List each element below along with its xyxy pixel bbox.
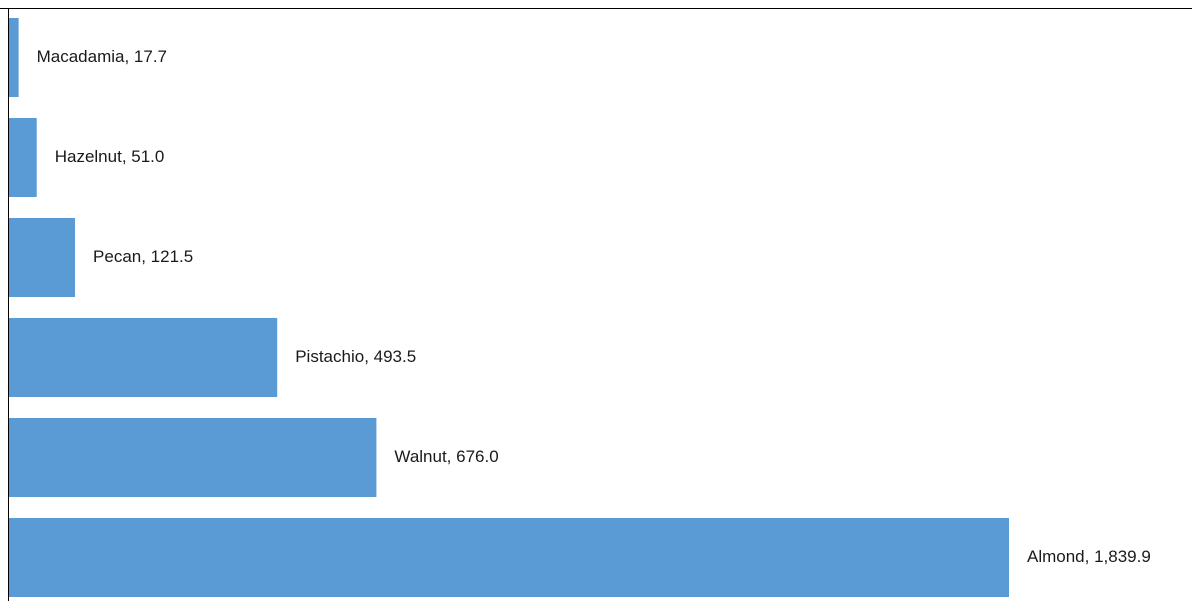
bar: [9, 218, 76, 297]
data-label: Walnut, 676.0: [394, 447, 498, 466]
bar: [9, 318, 278, 397]
bar: [9, 118, 37, 197]
data-label: Macadamia, 17.7: [37, 47, 167, 66]
data-label: Almond, 1,839.9: [1027, 547, 1151, 566]
data-label: Hazelnut, 51.0: [55, 147, 165, 166]
data-label: Pistachio, 493.5: [295, 347, 416, 366]
data-label: Pecan, 121.5: [93, 247, 193, 266]
bar: [9, 418, 377, 497]
bar: [9, 518, 1009, 597]
bar: [9, 18, 19, 97]
